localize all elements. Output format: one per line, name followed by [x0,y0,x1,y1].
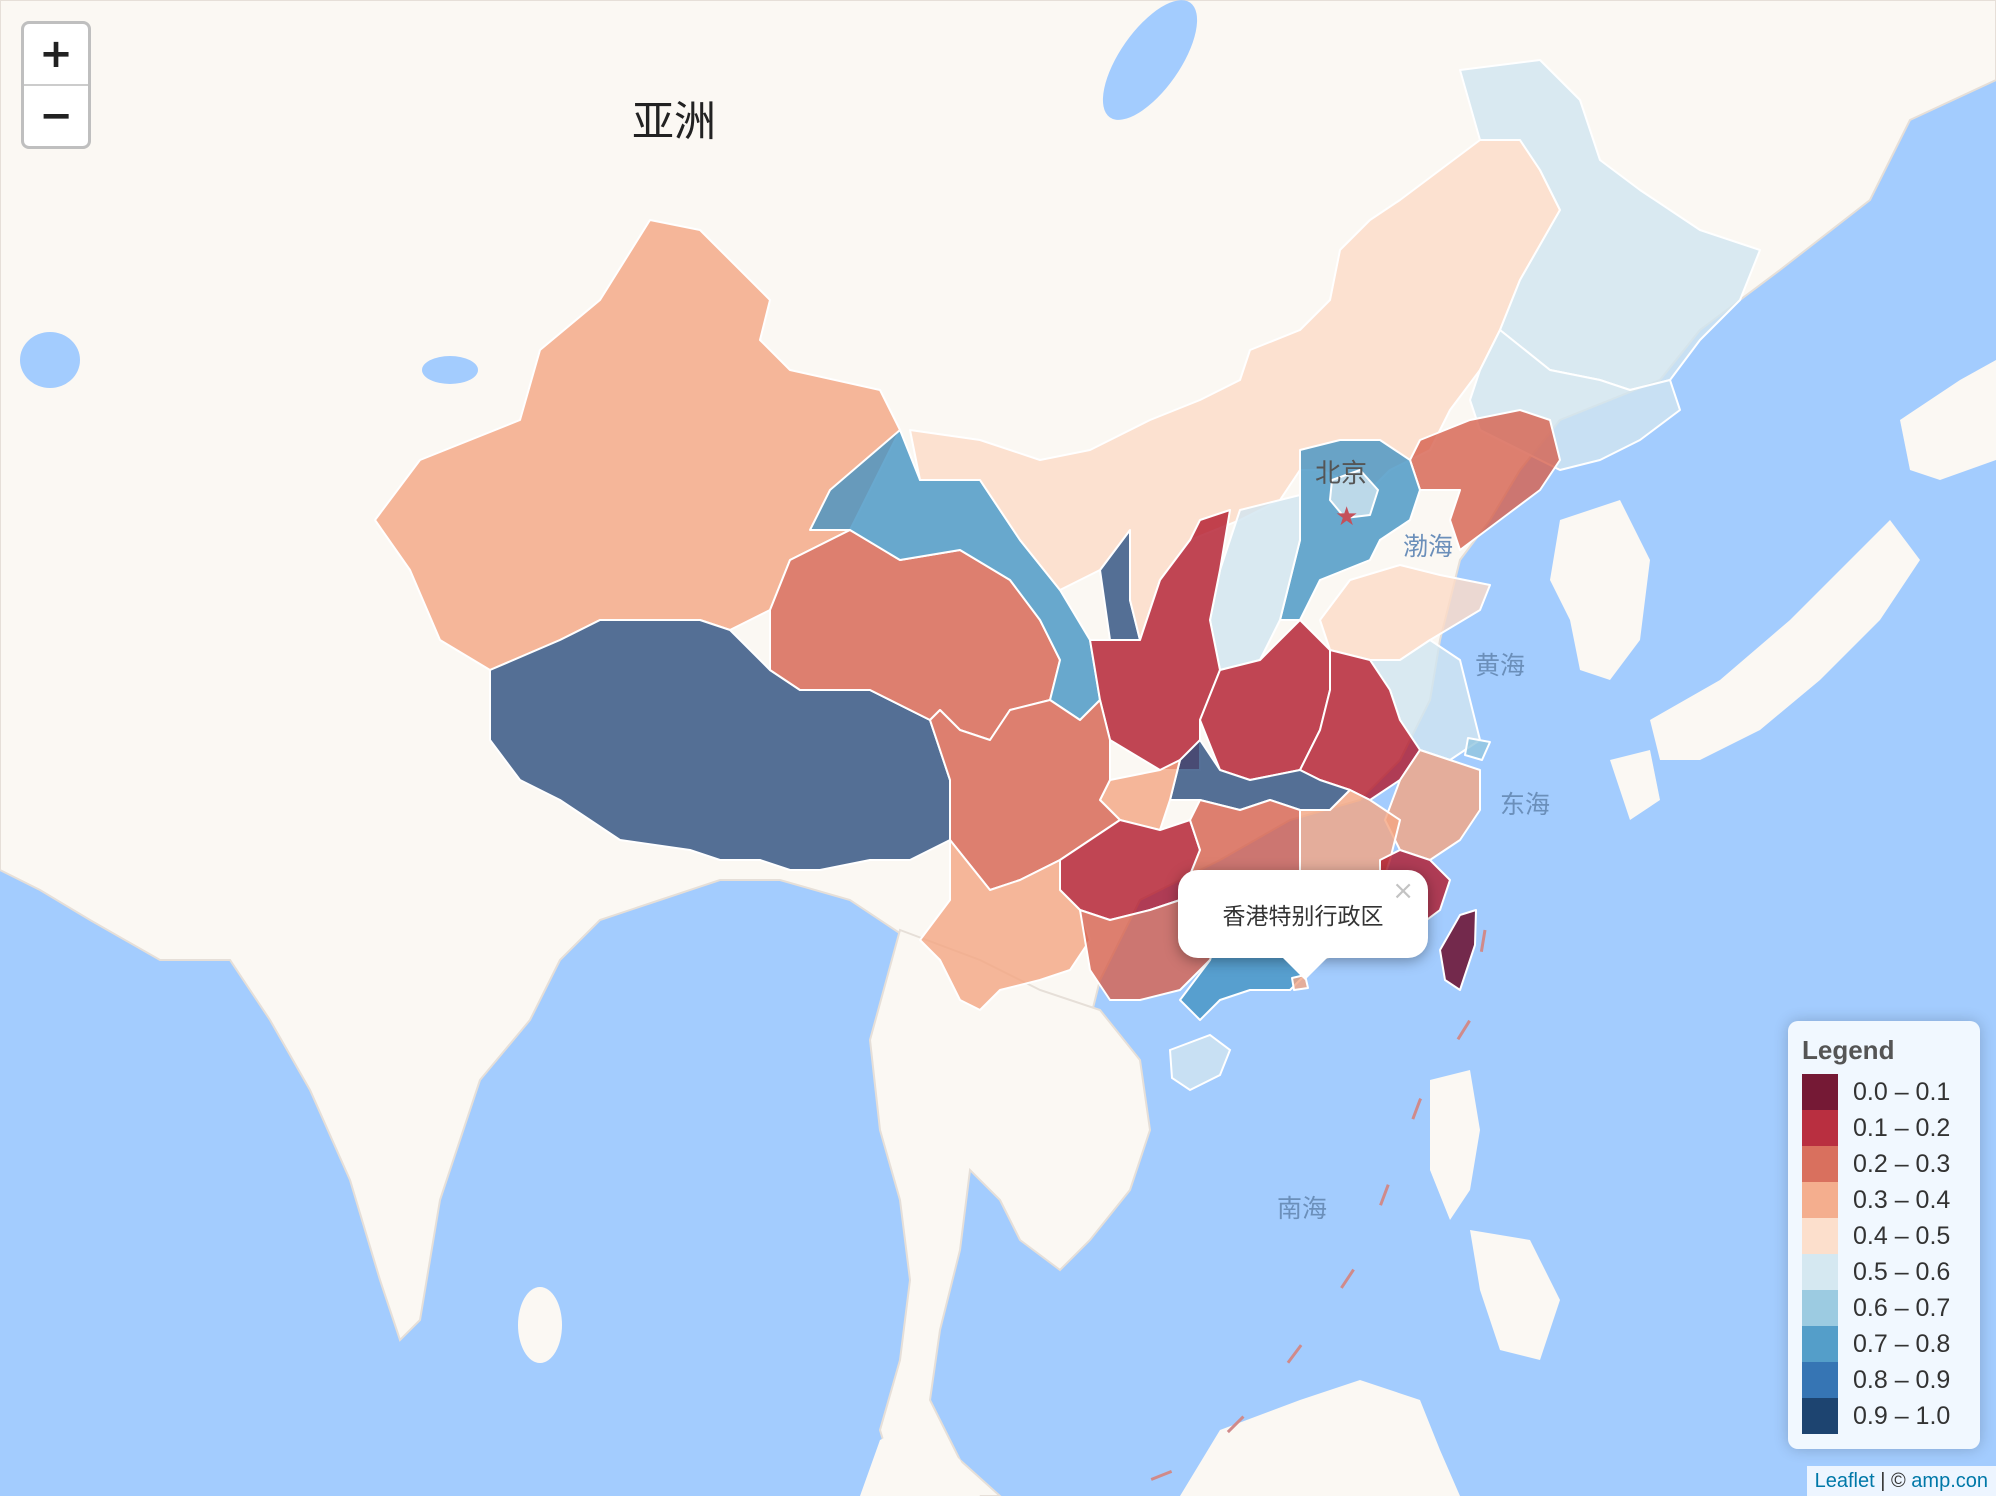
legend-swatch [1802,1362,1838,1398]
legend-item: 0.6 – 0.7 [1802,1290,1966,1326]
leaflet-link[interactable]: Leaflet [1814,1470,1875,1492]
legend-label: 0.1 – 0.2 [1853,1113,1951,1142]
hainan [1168,1033,1232,1092]
legend-label: 0.7 – 0.8 [1853,1329,1951,1358]
province-shanghai[interactable] [1464,737,1491,761]
legend-swatch [1802,1254,1838,1290]
legend-item: 0.4 – 0.5 [1802,1218,1966,1254]
legend-label: 0.2 – 0.3 [1853,1149,1951,1178]
legend-label: 0.3 – 0.4 [1853,1185,1951,1214]
legend-item: 0.5 – 0.6 [1802,1254,1966,1290]
legend-swatch [1802,1182,1838,1218]
legend-rows: 0.0 – 0.1 0.1 – 0.2 0.2 – 0.3 0.3 – 0.4 0.4 … [1802,1074,1966,1434]
japan-kyushu [1610,750,1660,820]
legend-swatch [1802,1074,1838,1110]
legend-swatch [1802,1398,1838,1434]
legend-item: 0.2 – 0.3 [1802,1146,1966,1182]
legend-item: 0.0 – 0.1 [1802,1074,1966,1110]
provider-link[interactable]: amp.con [1911,1470,1988,1492]
sri-lanka [518,1287,562,1363]
sumatra-landmass [860,1420,980,1496]
borneo-landmass [1180,1380,1460,1496]
legend-label: 0.8 – 0.9 [1853,1365,1951,1394]
philippines-luzon [1430,1070,1480,1220]
legend-item: 0.9 – 1.0 [1802,1398,1966,1434]
legend-label: 0.4 – 0.5 [1853,1221,1951,1250]
legend-label: 0.0 – 0.1 [1853,1077,1951,1106]
zoom-in-button[interactable]: + [39,31,73,77]
label-south-sea: 南海 [1277,1194,1327,1223]
attribution: Leaflet | © amp.con [1806,1466,1996,1496]
lake-balkhash [20,332,80,388]
attribution-separator: | © [1874,1470,1912,1492]
lake-baikal [1102,0,1198,120]
legend-label: 0.9 – 1.0 [1853,1401,1951,1430]
popup-tip [1283,958,1327,980]
legend-swatch [1802,1110,1838,1146]
legend-label: 0.6 – 0.7 [1853,1293,1951,1322]
legend-swatch [1802,1146,1838,1182]
label-continent: 亚洲 [632,97,716,146]
legend-label: 0.5 – 0.6 [1853,1257,1951,1286]
korean-peninsula [1550,500,1650,680]
province-yunnan[interactable] [919,839,1091,1011]
legend: Legend 0.0 – 0.1 0.1 – 0.2 0.2 – 0.3 0.3 – … [1788,1021,1980,1449]
philippines-south [1470,1230,1560,1360]
label-bohai-sea: 渤海 [1403,532,1453,561]
legend-swatch [1802,1218,1838,1254]
zoom-control: + − [21,21,91,149]
label-beijing: 北京 [1315,459,1367,489]
popup-close-icon[interactable]: × [1392,876,1414,906]
lake-qinghai [422,356,478,384]
legend-item: 0.7 – 0.8 [1802,1326,1966,1362]
label-yellow-sea: 黄海 [1475,651,1525,680]
japan-hokkaido [1900,360,1996,480]
label-east-sea: 东海 [1500,790,1550,819]
legend-swatch [1802,1326,1838,1362]
legend-item: 0.3 – 0.4 [1802,1182,1966,1218]
capital-star-icon: ★ [1335,502,1358,532]
province-taiwan[interactable] [1439,909,1477,991]
popup-text: 香港特别行政区 [1222,904,1384,930]
zoom-out-button[interactable]: − [24,84,88,146]
province-layer [374,59,1761,1021]
province-beijing[interactable] [1329,469,1379,519]
legend-swatch [1802,1290,1838,1326]
japan-honshu [1650,520,1920,760]
popup: 香港特别行政区 × [1178,870,1428,980]
legend-title: Legend [1802,1035,1895,1065]
legend-item: 0.1 – 0.2 [1802,1110,1966,1146]
legend-item: 0.8 – 0.9 [1802,1362,1966,1398]
province-xizang[interactable] [489,619,951,871]
indochina-landmass [868,928,1152,1496]
